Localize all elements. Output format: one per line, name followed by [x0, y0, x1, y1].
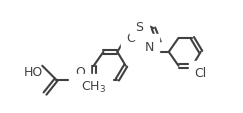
Text: CH$_3$: CH$_3$	[81, 79, 106, 94]
Text: S: S	[136, 21, 144, 34]
Text: N: N	[145, 40, 154, 53]
Text: O: O	[126, 32, 136, 45]
Text: HO: HO	[24, 65, 43, 78]
Text: O: O	[75, 65, 85, 78]
Text: Cl: Cl	[195, 67, 207, 79]
